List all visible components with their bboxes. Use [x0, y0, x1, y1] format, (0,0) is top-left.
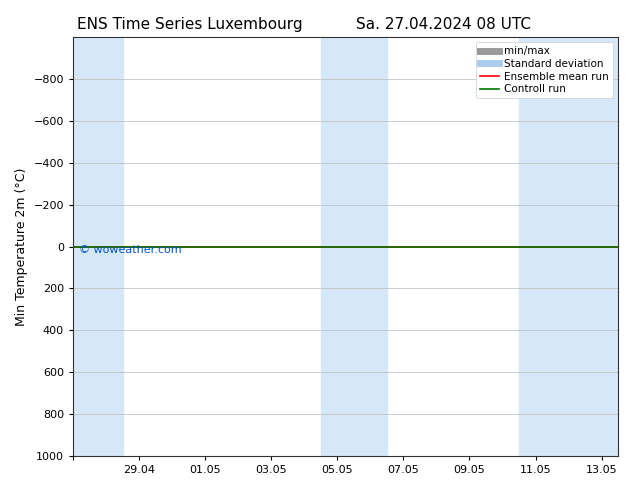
- Text: ENS Time Series Luxembourg: ENS Time Series Luxembourg: [77, 17, 303, 32]
- Bar: [73, 37, 122, 456]
- Bar: [321, 37, 387, 456]
- Legend: min/max, Standard deviation, Ensemble mean run, Controll run: min/max, Standard deviation, Ensemble me…: [476, 42, 613, 98]
- Text: © woweather.com: © woweather.com: [79, 245, 181, 255]
- Bar: [519, 37, 618, 456]
- Y-axis label: Min Temperature 2m (°C): Min Temperature 2m (°C): [15, 167, 28, 326]
- Text: Sa. 27.04.2024 08 UTC: Sa. 27.04.2024 08 UTC: [356, 17, 531, 32]
